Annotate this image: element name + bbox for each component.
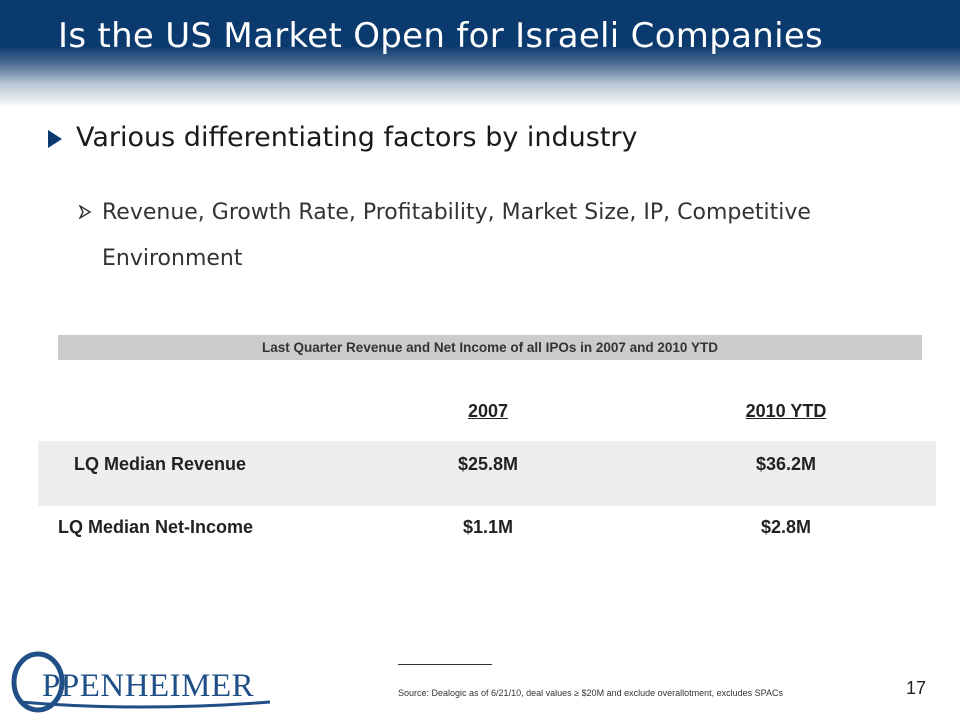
table-row-shaded <box>38 441 936 506</box>
main-bullet: Various differentiating factors by indus… <box>48 122 638 153</box>
cell-revenue-2010: $36.2M <box>755 454 817 474</box>
slide-title: Is the US Market Open for Israeli Compan… <box>58 16 824 56</box>
column-header-2007: 2007 <box>467 401 509 421</box>
cell-net-income-2010: $2.8M <box>760 517 812 537</box>
sub-bullet-text: Revenue, Growth Rate, Profitability, Mar… <box>102 200 811 271</box>
row-label-revenue: LQ Median Revenue <box>74 454 247 474</box>
row-label-net-income: LQ Median Net-Income <box>58 517 254 537</box>
source-divider <box>398 664 492 665</box>
sub-bullet: Revenue, Growth Rate, Profitability, Mar… <box>78 190 838 282</box>
arrowhead-right-icon <box>78 204 92 220</box>
logo-wordmark: PPENHEIMER <box>42 668 254 704</box>
table-banner: Last Quarter Revenue and Net Income of a… <box>58 335 922 360</box>
title-bar: Is the US Market Open for Israeli Compan… <box>0 0 960 110</box>
page-number: 17 <box>906 678 927 698</box>
column-header-2010-ytd: 2010 YTD <box>745 401 827 421</box>
oppenheimer-logo: PPENHEIMER <box>8 648 278 714</box>
source-note: Source: Dealogic as of 6/21/10, deal val… <box>398 688 783 698</box>
cell-net-income-2007: $1.1M <box>462 517 514 537</box>
cell-revenue-2007: $25.8M <box>457 454 519 474</box>
main-bullet-text: Various differentiating factors by indus… <box>76 122 638 153</box>
triangle-right-icon <box>48 129 62 148</box>
